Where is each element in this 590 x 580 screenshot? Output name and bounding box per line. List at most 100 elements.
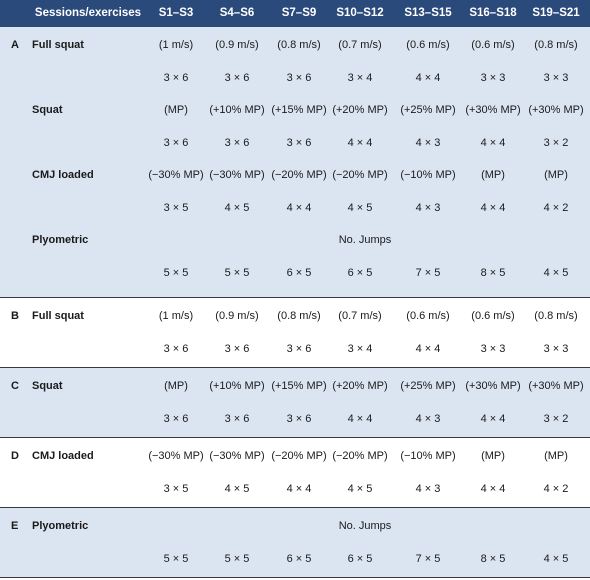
sets-cell: 4 × 4: [286, 202, 312, 214]
group-a: A Full squat (1 m/s) (0.9 m/s) (0.8 m/s) (0.7…: [0, 27, 590, 298]
load-cell: (0.6 m/s): [471, 39, 515, 51]
sets-cell: 7 × 5: [415, 553, 441, 565]
load-cell: (0.8 m/s): [277, 310, 321, 322]
sets-cell: 4 × 4: [480, 483, 506, 495]
sets-cell: 4 × 4: [480, 137, 506, 149]
load-cell: (1 m/s): [158, 310, 194, 322]
sets-cell: 5 × 5: [224, 553, 250, 565]
sets-cell: 4 × 5: [543, 553, 569, 565]
sets-cell: 4 × 4: [347, 413, 373, 425]
load-cell: (0.8 m/s): [277, 39, 321, 51]
sets-cell: 4 × 5: [224, 202, 250, 214]
load-cell: (−20% MP): [332, 450, 388, 462]
load-cell: (+10% MP): [209, 380, 265, 392]
group-e: E Plyometric No. Jumps 5 × 5 5 × 5 6 × 5 6 × 5…: [0, 508, 590, 578]
sets-cell: 4 × 3: [415, 483, 441, 495]
sets-cell: 3 × 6: [286, 413, 312, 425]
sets-cell: 8 × 5: [480, 267, 506, 279]
group-letter: C: [11, 380, 19, 392]
sets-cell: 3 × 6: [286, 72, 312, 84]
sets-cell: 7 × 5: [415, 267, 441, 279]
sets-cell: 3 × 3: [543, 72, 569, 84]
load-cell: (+25% MP): [400, 104, 456, 116]
sets-cell: 4 × 2: [543, 483, 569, 495]
sets-cell: 3 × 6: [224, 72, 250, 84]
exercise-name: CMJ loaded: [32, 169, 94, 181]
sets-cell: 3 × 6: [286, 137, 312, 149]
header-col: S13–S15: [404, 7, 452, 19]
sets-cell: 4 × 4: [286, 483, 312, 495]
load-cell: (0.8 m/s): [534, 310, 578, 322]
sets-cell: 3 × 6: [224, 413, 250, 425]
load-cell: (MP): [164, 104, 188, 116]
sets-cell: 4 × 5: [347, 202, 373, 214]
sets-cell: 3 × 6: [286, 343, 312, 355]
sets-cell: 3 × 6: [224, 137, 250, 149]
sets-cell: 3 × 6: [163, 413, 189, 425]
sets-cell: 4 × 5: [347, 483, 373, 495]
sets-cell: 3 × 3: [543, 343, 569, 355]
exercise-name: Squat: [32, 104, 63, 116]
sets-cell: 4 × 4: [347, 137, 373, 149]
load-cell: (−30% MP): [148, 450, 204, 462]
sets-cell: 6 × 5: [286, 267, 312, 279]
load-merged: No. Jumps: [338, 520, 392, 532]
sets-cell: 6 × 5: [286, 553, 312, 565]
load-cell: (−30% MP): [209, 169, 265, 181]
sets-cell: 6 × 5: [347, 267, 373, 279]
sets-cell: 4 × 3: [415, 137, 441, 149]
sets-cell: 3 × 5: [163, 202, 189, 214]
sets-cell: 3 × 6: [224, 343, 250, 355]
sets-cell: 8 × 5: [480, 553, 506, 565]
group-letter: E: [11, 520, 19, 532]
sets-cell: 6 × 5: [347, 553, 373, 565]
load-cell: (−10% MP): [400, 450, 456, 462]
sets-cell: 3 × 3: [480, 343, 506, 355]
load-cell: (−30% MP): [148, 169, 204, 181]
exercise-name: CMJ loaded: [32, 450, 94, 462]
sets-cell: 4 × 3: [415, 413, 441, 425]
load-cell: (+25% MP): [400, 380, 456, 392]
load-cell: (MP): [164, 380, 188, 392]
load-cell: (−10% MP): [400, 169, 456, 181]
load-cell: (+30% MP): [528, 104, 584, 116]
header-col: S1–S3: [158, 7, 194, 19]
sets-cell: 5 × 5: [163, 553, 189, 565]
header-col: S16–S18: [469, 7, 517, 19]
exercise-name: Full squat: [32, 310, 84, 322]
load-cell: (−20% MP): [271, 450, 327, 462]
header-col: S10–S12: [336, 7, 384, 19]
load-cell: (1 m/s): [158, 39, 194, 51]
sets-cell: 3 × 6: [163, 343, 189, 355]
sets-cell: 4 × 4: [415, 72, 441, 84]
load-cell: (0.9 m/s): [215, 39, 259, 51]
load-cell: (0.6 m/s): [406, 310, 450, 322]
sets-cell: 4 × 4: [480, 202, 506, 214]
load-cell: (0.6 m/s): [406, 39, 450, 51]
load-cell: (+30% MP): [465, 380, 521, 392]
load-cell: (MP): [481, 169, 505, 181]
group-c: C Squat (MP) (+10% MP) (+15% MP) (+20% MP) (+2…: [0, 368, 590, 438]
load-cell: (MP): [544, 169, 568, 181]
load-cell: (+15% MP): [271, 104, 327, 116]
header-col: S7–S9: [281, 7, 317, 19]
sets-cell: 5 × 5: [224, 267, 250, 279]
group-letter: A: [11, 39, 19, 51]
load-cell: (−30% MP): [209, 450, 265, 462]
sets-cell: 4 × 2: [543, 202, 569, 214]
sets-cell: 3 × 5: [163, 483, 189, 495]
load-cell: (+20% MP): [332, 380, 388, 392]
load-cell: (+30% MP): [528, 380, 584, 392]
exercise-name: Squat: [32, 380, 63, 392]
load-cell: (−20% MP): [332, 169, 388, 181]
group-letter: D: [11, 450, 19, 462]
table-header-row: Sessions/exercises S1–S3 S4–S6 S7–S9 S10–S1…: [0, 0, 590, 27]
group-b: B Full squat (1 m/s) (0.9 m/s) (0.8 m/s) (0.7…: [0, 298, 590, 368]
load-cell: (MP): [544, 450, 568, 462]
exercise-name: Full squat: [32, 39, 84, 51]
exercise-name: Plyometric: [32, 234, 89, 246]
sets-cell: 3 × 3: [480, 72, 506, 84]
load-cell: (+20% MP): [332, 104, 388, 116]
header-col: S19–S21: [532, 7, 580, 19]
header-label: Sessions/exercises: [34, 7, 142, 19]
